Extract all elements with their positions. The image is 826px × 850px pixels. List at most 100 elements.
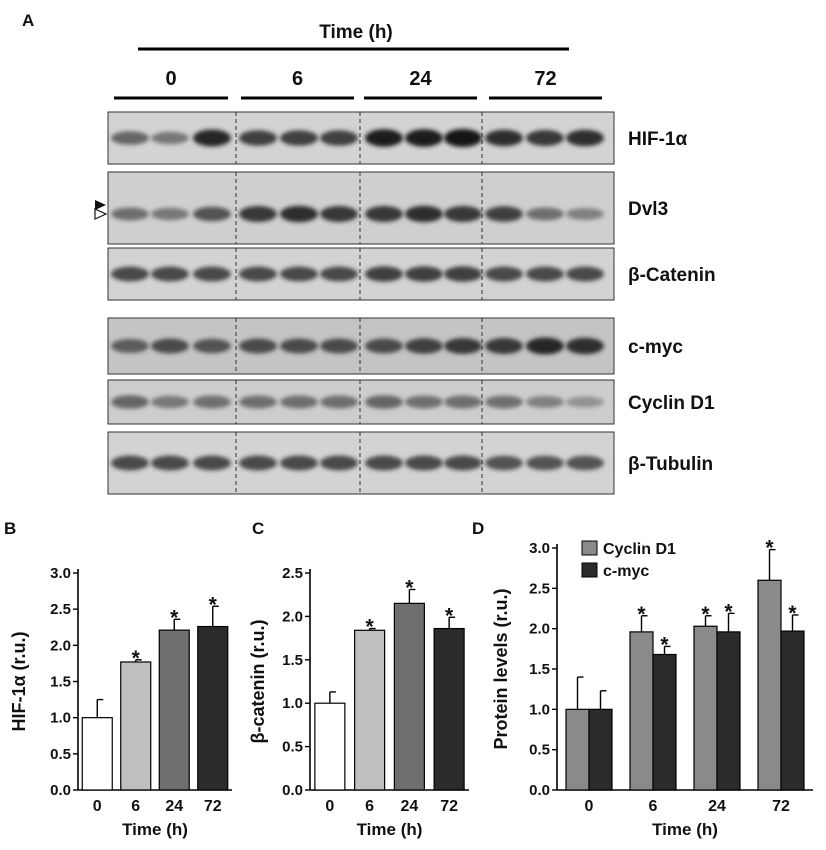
blot-band <box>405 395 443 409</box>
y-tick-label: 0.0 <box>282 782 303 799</box>
blot-band <box>239 206 277 222</box>
x-tick-label: 24 <box>708 798 726 815</box>
blot-band <box>193 338 231 354</box>
bar <box>433 627 465 791</box>
blot-band <box>365 395 403 409</box>
blot-label: Dvl3 <box>628 199 668 220</box>
blot-band <box>405 205 443 223</box>
bar <box>197 625 229 791</box>
y-tick-label: 2.0 <box>282 608 303 625</box>
blot-band <box>405 266 443 282</box>
time-group-label: 24 <box>409 68 432 90</box>
blot-band <box>526 396 564 408</box>
time-group-label: 72 <box>534 68 556 90</box>
y-tick-label: 0.0 <box>50 782 71 799</box>
blot-band <box>193 455 231 471</box>
blot-band <box>566 208 604 220</box>
blot-band <box>193 266 231 282</box>
blot-band <box>111 455 149 471</box>
blot-band <box>151 207 189 221</box>
y-tick-label: 3.0 <box>50 565 71 582</box>
y-tick-label: 3.0 <box>529 540 550 557</box>
y-tick-label: 2.5 <box>529 580 550 597</box>
blot-band <box>444 129 482 147</box>
panel-c-letter: C <box>252 519 264 538</box>
blot-band <box>280 455 318 471</box>
panel-c: C 0.0 0.5 1.0 1.5 2.0 2.5 0 6 * 24 * 72 * Time (h) β-c… <box>248 519 469 839</box>
blot-band <box>193 129 231 147</box>
blot-band <box>239 455 277 471</box>
panel-d: D 0.0 0.5 1.0 1.5 2.0 2.5 3.0 0 6 * * 24 * * 72 * * Time … <box>472 519 813 839</box>
significance-star: * <box>637 603 646 626</box>
x-tick-label: 6 <box>131 798 140 815</box>
blot-label: Cyclin D1 <box>628 393 715 414</box>
significance-star: * <box>209 593 218 616</box>
blot-band <box>320 395 358 409</box>
x-axis-label: Time (h) <box>652 820 718 839</box>
blot: Cyclin D1 <box>107 379 715 425</box>
blot-band <box>111 131 149 145</box>
blot-band <box>320 206 358 222</box>
blot-band <box>526 455 564 471</box>
x-tick-label: 6 <box>365 798 374 815</box>
x-tick-label: 72 <box>440 798 458 815</box>
blot-band <box>485 395 523 409</box>
x-tick-label: 0 <box>93 798 102 815</box>
x-tick-label: 0 <box>585 798 594 815</box>
y-tick-label: 1.5 <box>282 652 303 669</box>
bar <box>780 630 805 791</box>
blot-band <box>365 455 403 471</box>
blot-band <box>444 266 482 282</box>
blot-band <box>566 266 604 282</box>
blot-band <box>111 266 149 282</box>
y-tick-label: 0.5 <box>50 746 71 763</box>
bar <box>393 602 425 791</box>
blot-band <box>280 205 318 223</box>
y-tick-label: 2.0 <box>50 637 71 654</box>
x-axis-label: Time (h) <box>357 820 423 839</box>
blot-band <box>320 130 358 146</box>
blot-band <box>365 338 403 354</box>
significance-star: * <box>724 600 733 623</box>
legend-label: Cyclin D1 <box>603 541 676 558</box>
bar <box>158 629 190 791</box>
blot-band <box>320 455 358 471</box>
blot-band <box>151 338 189 354</box>
legend: Cyclin D1 c-myc <box>581 540 676 580</box>
y-axis-label: HIF-1α (r.u.) <box>9 631 29 731</box>
significance-star: * <box>170 606 179 629</box>
blot-label: β-Catenin <box>628 265 716 286</box>
blot-band <box>280 266 318 282</box>
blot-band <box>111 395 149 409</box>
blot-band <box>365 266 403 282</box>
legend-swatch <box>581 540 598 556</box>
panel-d-letter: D <box>472 519 484 538</box>
blot: HIF-1α <box>107 111 688 165</box>
blot-band <box>280 130 318 146</box>
blot-label: β-Tubulin <box>628 454 713 475</box>
blot-band <box>566 455 604 471</box>
time-group-labels: 0 6 24 72 <box>114 68 602 100</box>
significance-star: * <box>765 537 774 560</box>
y-tick-label: 1.0 <box>529 701 550 718</box>
panel-a-letter: A <box>22 11 34 30</box>
blot-band <box>239 338 277 354</box>
panel-b: B 0.0 0.5 1.0 1.5 2.0 2.5 3.0 0 6 * 24 * 72 * Time (h)… <box>4 519 232 839</box>
blot-band <box>193 206 231 222</box>
blot-band <box>405 338 443 354</box>
blot-band <box>405 129 443 147</box>
blot-band <box>526 337 564 355</box>
blot-band <box>485 206 523 222</box>
legend-swatch <box>581 562 598 578</box>
y-axis-label: Protein levels (r.u.) <box>491 588 511 749</box>
x-tick-label: 24 <box>165 798 183 815</box>
blot-band <box>320 338 358 354</box>
arrowhead-filled-icon <box>95 200 106 210</box>
blot-band <box>151 131 189 145</box>
blot-band <box>444 455 482 471</box>
blot-band <box>111 339 149 353</box>
significance-star: * <box>660 633 669 656</box>
y-tick-label: 2.5 <box>282 565 303 582</box>
blot-band <box>566 129 604 147</box>
